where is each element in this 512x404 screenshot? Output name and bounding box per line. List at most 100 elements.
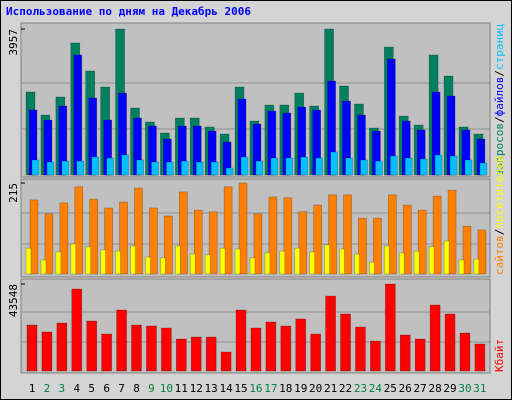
bar — [429, 304, 441, 372]
bar — [195, 161, 204, 176]
bar — [295, 318, 307, 372]
bar — [473, 258, 480, 275]
x-tick-label: 30 — [458, 382, 471, 395]
bar — [100, 249, 106, 275]
bar — [179, 191, 188, 275]
bar — [328, 194, 337, 275]
bar — [76, 160, 85, 176]
bar — [225, 167, 234, 176]
bar — [417, 209, 427, 275]
bar — [447, 189, 457, 275]
bar — [268, 196, 278, 275]
x-tick-label: 8 — [133, 382, 140, 395]
bar — [373, 217, 382, 275]
bar — [145, 256, 151, 275]
bar — [134, 187, 143, 275]
bar — [223, 186, 233, 275]
bar — [339, 248, 345, 275]
chart-title: Использование по дням на Декабрь 2006 — [6, 5, 251, 18]
x-tick-label: 9 — [148, 382, 155, 395]
x-tick-label: 2 — [44, 382, 51, 395]
x-tick-label: 23 — [354, 382, 367, 395]
bar — [375, 160, 383, 176]
legend-entry: сайтов — [493, 235, 506, 275]
bar — [46, 161, 55, 176]
y-tick-label: 3957 — [7, 29, 20, 56]
x-tick-label: 7 — [118, 382, 125, 395]
x-tick-label: 27 — [414, 382, 427, 395]
bar — [205, 336, 217, 372]
bar — [388, 194, 397, 275]
bar — [464, 159, 473, 176]
x-tick-label: 21 — [324, 382, 337, 395]
legend-entry: страниц — [493, 24, 506, 70]
legend: Кбайт — [493, 339, 506, 372]
x-tick-label: 15 — [234, 382, 247, 395]
bar — [25, 247, 32, 275]
x-tick-label: 14 — [219, 382, 233, 395]
bar — [414, 338, 426, 372]
bar — [355, 326, 366, 372]
bar — [85, 246, 92, 275]
x-tick-label: 4 — [73, 382, 80, 395]
bar — [116, 309, 127, 372]
bar — [55, 251, 62, 275]
bar — [313, 204, 322, 275]
x-tick-label: 18 — [279, 382, 292, 395]
bar — [477, 229, 487, 275]
bar — [343, 194, 352, 275]
x-tick-label: 10 — [160, 382, 173, 395]
bar — [432, 195, 442, 275]
bar — [56, 322, 68, 372]
bar — [220, 351, 232, 372]
bar — [419, 158, 428, 176]
bar — [31, 159, 40, 176]
x-tick-label: 16 — [249, 382, 262, 395]
bar — [104, 207, 113, 275]
bar — [369, 261, 375, 275]
bar — [160, 257, 166, 275]
bar — [279, 250, 286, 275]
bar — [91, 156, 100, 176]
bar — [59, 202, 69, 275]
bar — [325, 295, 336, 372]
bar — [385, 283, 396, 372]
bar — [136, 159, 144, 176]
y-tick-label: 215 — [7, 183, 20, 203]
bar — [404, 157, 413, 176]
bar — [253, 213, 263, 275]
bar — [310, 333, 321, 372]
y-tick-label: 43548 — [7, 284, 20, 317]
bar — [240, 156, 249, 176]
bar — [106, 157, 114, 176]
bar — [44, 213, 54, 275]
bar — [265, 321, 277, 372]
legend-entry: посетителей — [493, 156, 506, 229]
bar — [119, 201, 128, 275]
bar — [300, 156, 309, 176]
bar — [61, 160, 70, 176]
bar — [219, 247, 226, 275]
bar — [330, 151, 338, 176]
bar — [73, 54, 83, 176]
bar — [204, 254, 211, 275]
bar — [176, 338, 187, 372]
bar — [115, 250, 121, 275]
bar — [151, 161, 159, 176]
bar — [149, 207, 158, 275]
bar — [264, 252, 271, 275]
bar — [40, 259, 47, 275]
bar — [238, 182, 248, 275]
x-tick-label: 1 — [29, 382, 36, 395]
bar — [161, 327, 172, 372]
bar — [283, 197, 293, 275]
bar — [89, 198, 99, 275]
bar — [474, 343, 486, 372]
bar — [315, 157, 323, 176]
bar — [285, 157, 294, 176]
x-tick-label: 12 — [190, 382, 203, 395]
x-tick-label: 13 — [205, 382, 218, 395]
x-tick-label: 19 — [294, 382, 307, 395]
bar — [166, 161, 174, 176]
